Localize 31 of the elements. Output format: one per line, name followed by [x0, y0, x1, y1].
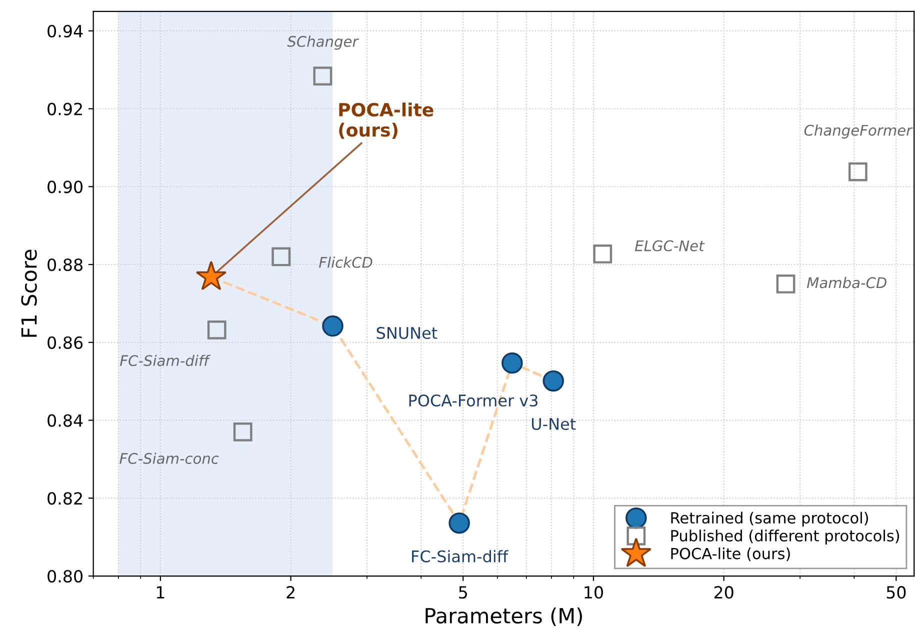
annotation: SChanger — [287, 36, 359, 50]
annotation: ELGC-Net — [634, 240, 705, 252]
y-tick-label: 0.86 — [48, 336, 83, 349]
y-tick-label: 0.94 — [48, 24, 83, 38]
legend-label: Published (different protocols) — [671, 530, 900, 544]
legend-label: Retrained (same protocol) — [671, 512, 868, 527]
y-tick-label: 0.82 — [48, 492, 82, 505]
y-tick-label: 0.92 — [48, 102, 82, 116]
x-tick-label: 10 — [584, 586, 603, 599]
x-tick-label: 20 — [714, 586, 734, 599]
x-axis-title: Parameters (M) — [426, 607, 582, 626]
annotation: Mamba-CD — [806, 276, 886, 288]
annotation: POCA-Former v3 — [409, 394, 538, 407]
y-tick-label: 0.84 — [48, 414, 83, 427]
annotation: SNUNet — [376, 326, 438, 339]
x-tick-label: 5 — [459, 586, 467, 599]
legend-label: POCA-lite (ours) — [671, 547, 790, 562]
y-tick-label: 0.90 — [48, 180, 82, 194]
annotation: FC-Siam-diff — [120, 354, 211, 366]
x-tick-label: 1 — [156, 586, 164, 598]
y-axis-title: F1 Score — [21, 250, 37, 337]
annotation: FC-Siam-conc — [120, 452, 219, 464]
x-tick-label: 50 — [886, 586, 906, 599]
annotation: FC-Siam-diff — [412, 550, 508, 562]
annotation: ChangeFormer — [804, 124, 913, 139]
y-tick-label: 0.88 — [48, 258, 82, 272]
annotation: U-Net — [532, 418, 576, 430]
annotation: POCA-lite (ours) — [339, 102, 434, 139]
annotation: FlickCD — [319, 256, 372, 268]
y-tick-label: 0.80 — [48, 570, 82, 583]
x-tick-label: 2 — [286, 586, 294, 598]
